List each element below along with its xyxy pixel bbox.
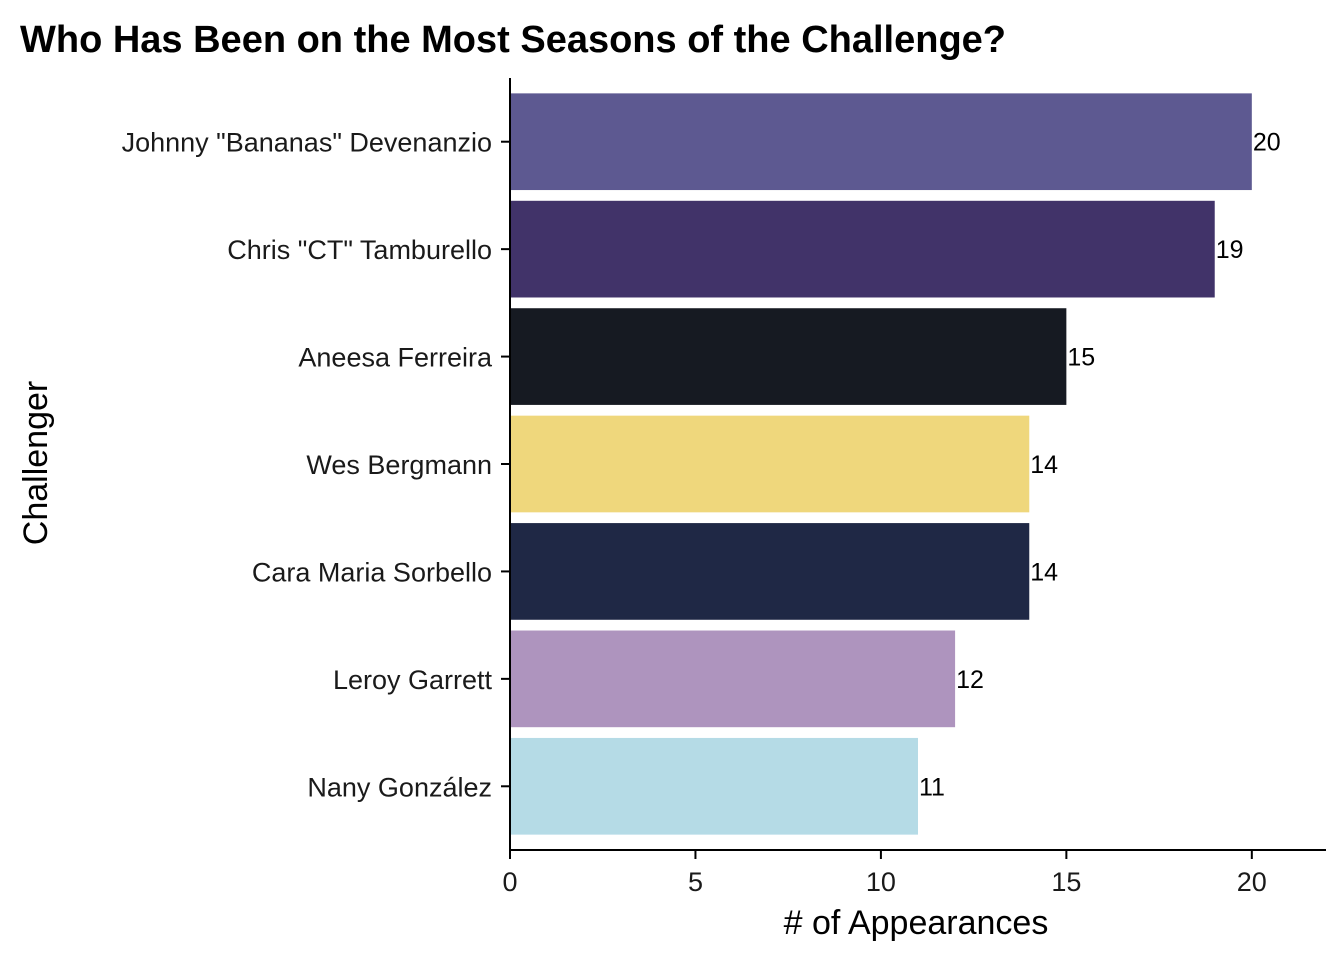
data-label: 19 [1216,236,1244,264]
x-tick-label: 15 [1051,867,1081,897]
chart-title: Who Has Been on the Most Seasons of the … [20,19,1006,61]
data-label: 20 [1253,129,1281,157]
category-label: Johnny "Bananas" Devenanzio [122,128,492,158]
x-tick-label: 5 [688,867,703,897]
category-label: Chris "CT" Tamburello [227,235,492,265]
bar [510,308,1067,405]
y-axis-label: Challenger [17,381,55,545]
category-label: Leroy Garrett [333,665,493,695]
data-label: 14 [1030,558,1058,586]
bar [510,737,918,835]
category-label: Nany González [307,772,492,802]
x-axis-ticks: 0 5 10 15 20 [502,850,1267,897]
bar [510,630,956,728]
data-label: 14 [1030,451,1058,479]
bars-group [510,93,1252,835]
x-axis-label: # of Appearances [784,904,1049,942]
bar [510,523,1030,620]
data-label: 15 [1067,344,1095,372]
x-tick-label: 0 [502,867,517,897]
x-tick-label: 20 [1237,867,1267,897]
bar [510,93,1252,191]
x-tick-label: 10 [866,867,896,897]
category-label: Aneesa Ferreira [298,343,493,373]
data-label: 11 [919,773,945,801]
category-label: Wes Bergmann [306,450,492,480]
bar [510,200,1215,298]
y-axis-ticks [501,140,510,788]
data-label: 12 [956,666,984,694]
category-labels: Johnny "Bananas" Devenanzio Chris "CT" Ta… [122,128,493,803]
category-label: Cara Maria Sorbello [252,557,492,587]
bar [510,415,1030,513]
data-labels: 20 19 15 14 14 12 11 [919,129,1281,802]
